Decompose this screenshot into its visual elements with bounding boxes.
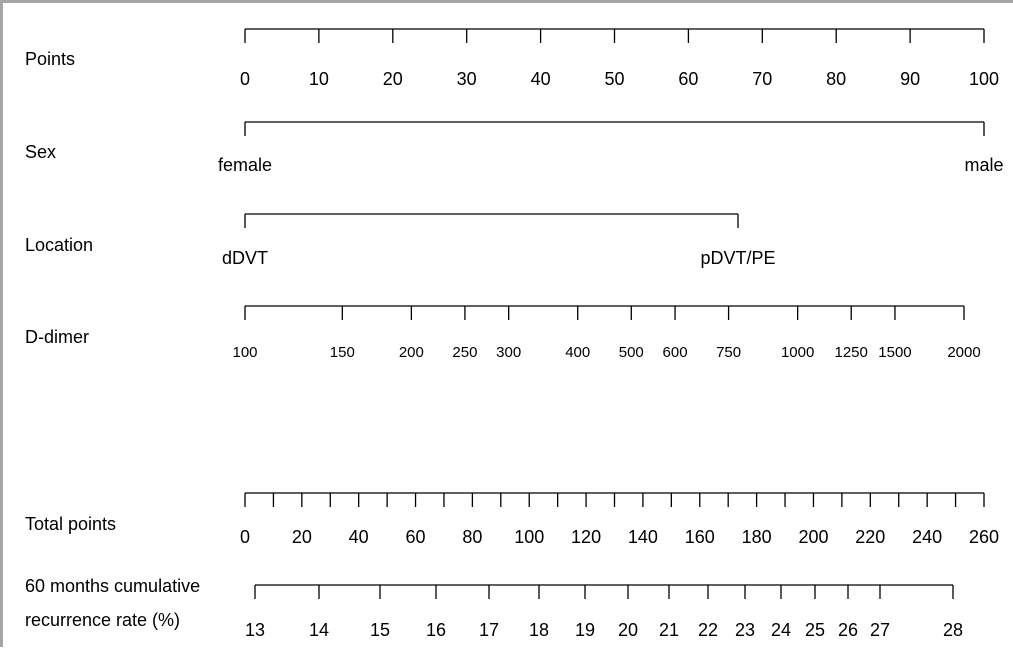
ddimer-tick-label: 1500: [878, 344, 911, 361]
ddimer-axis: 100 150 200 250 300 400 500 600 750 1000 1250 1500 2…: [232, 305, 981, 361]
recurrence-tick-label: 21: [659, 620, 679, 640]
recurrence-tick-label: 22: [698, 620, 718, 640]
total-points-tick-label: 240: [912, 527, 942, 547]
total-points-tick-label: 200: [798, 527, 828, 547]
points-tick-label: 90: [900, 69, 920, 89]
ddimer-label: D-dimer: [25, 327, 89, 347]
recurrence-label-line2: recurrence rate (%): [25, 610, 180, 630]
sex-level-male: male: [964, 155, 1003, 175]
total-points-tick-label: 100: [514, 527, 544, 547]
ddimer-tick-label: 1250: [835, 344, 868, 361]
points-tick-label: 30: [457, 69, 477, 89]
location-level-pdvt-pe: pDVT/PE: [700, 248, 775, 268]
recurrence-tick-label: 14: [309, 620, 329, 640]
points-tick-label: 80: [826, 69, 846, 89]
recurrence-tick-label: 18: [529, 620, 549, 640]
recurrence-tick-label: 15: [370, 620, 390, 640]
recurrence-tick-label: 20: [618, 620, 638, 640]
total-points-tick-label: 20: [292, 527, 312, 547]
total-points-tick-label: 180: [742, 527, 772, 547]
sex-axis: female male: [218, 121, 1004, 175]
total-points-tick-label: 40: [349, 527, 369, 547]
ddimer-tick-label: 300: [496, 344, 521, 361]
points-label: Points: [25, 49, 75, 69]
ddimer-tick-label: 150: [330, 344, 355, 361]
recurrence-tick-label: 13: [245, 620, 265, 640]
total-points-tick-label: 260: [969, 527, 999, 547]
recurrence-tick-label: 28: [943, 620, 963, 640]
recurrence-axis: 13 14 15 16 17 18 19 20 21 22 23 24 25 26 27 28: [245, 584, 963, 640]
ddimer-tick-label: 100: [232, 344, 257, 361]
location-level-ddvt: dDVT: [222, 248, 268, 268]
points-tick-label: 0: [240, 69, 250, 89]
ddimer-tick-label: 250: [452, 344, 477, 361]
points-axis: 0 10 20 30 40 50 60 70 80 90 100: [240, 28, 999, 89]
points-tick-label: 50: [604, 69, 624, 89]
recurrence-tick-label: 27: [870, 620, 890, 640]
points-tick-label: 10: [309, 69, 329, 89]
total-points-tick-label: 80: [462, 527, 482, 547]
location-label: Location: [25, 235, 93, 255]
points-tick-label: 60: [678, 69, 698, 89]
location-axis: dDVT pDVT/PE: [222, 213, 776, 268]
ddimer-tick-label: 500: [619, 344, 644, 361]
recurrence-tick-label: 24: [771, 620, 791, 640]
nomogram: Points Sex Location D-dimer Total points…: [25, 28, 1004, 640]
points-tick-label: 70: [752, 69, 772, 89]
ddimer-tick-label: 2000: [947, 344, 980, 361]
total-points-tick-label: 140: [628, 527, 658, 547]
recurrence-tick-label: 25: [805, 620, 825, 640]
ddimer-tick-label: 400: [565, 344, 590, 361]
recurrence-tick-label: 19: [575, 620, 595, 640]
ddimer-tick-label: 1000: [781, 344, 814, 361]
points-tick-label: 20: [383, 69, 403, 89]
recurrence-tick-label: 17: [479, 620, 499, 640]
total-points-tick-label: 160: [685, 527, 715, 547]
points-tick-label: 40: [531, 69, 551, 89]
total-points-axis: 0 20 40 60 80 100 120 140 160 180 200 220 240 260: [240, 492, 999, 547]
ddimer-tick-label: 600: [663, 344, 688, 361]
total-points-tick-label: 220: [855, 527, 885, 547]
recurrence-tick-label: 16: [426, 620, 446, 640]
recurrence-label-line1: 60 months cumulative: [25, 576, 200, 596]
sex-level-female: female: [218, 155, 272, 175]
recurrence-tick-label: 26: [838, 620, 858, 640]
total-points-tick-label: 0: [240, 527, 250, 547]
sex-label: Sex: [25, 142, 56, 162]
total-points-tick-label: 60: [406, 527, 426, 547]
recurrence-tick-label: 23: [735, 620, 755, 640]
points-tick-label: 100: [969, 69, 999, 89]
total-points-label: Total points: [25, 514, 116, 534]
total-points-tick-label: 120: [571, 527, 601, 547]
ddimer-tick-label: 200: [399, 344, 424, 361]
ddimer-tick-label: 750: [716, 344, 741, 361]
